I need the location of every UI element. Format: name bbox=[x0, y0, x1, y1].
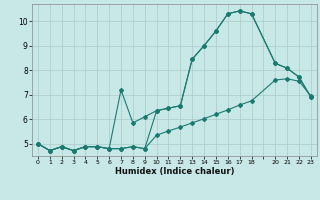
X-axis label: Humidex (Indice chaleur): Humidex (Indice chaleur) bbox=[115, 167, 234, 176]
